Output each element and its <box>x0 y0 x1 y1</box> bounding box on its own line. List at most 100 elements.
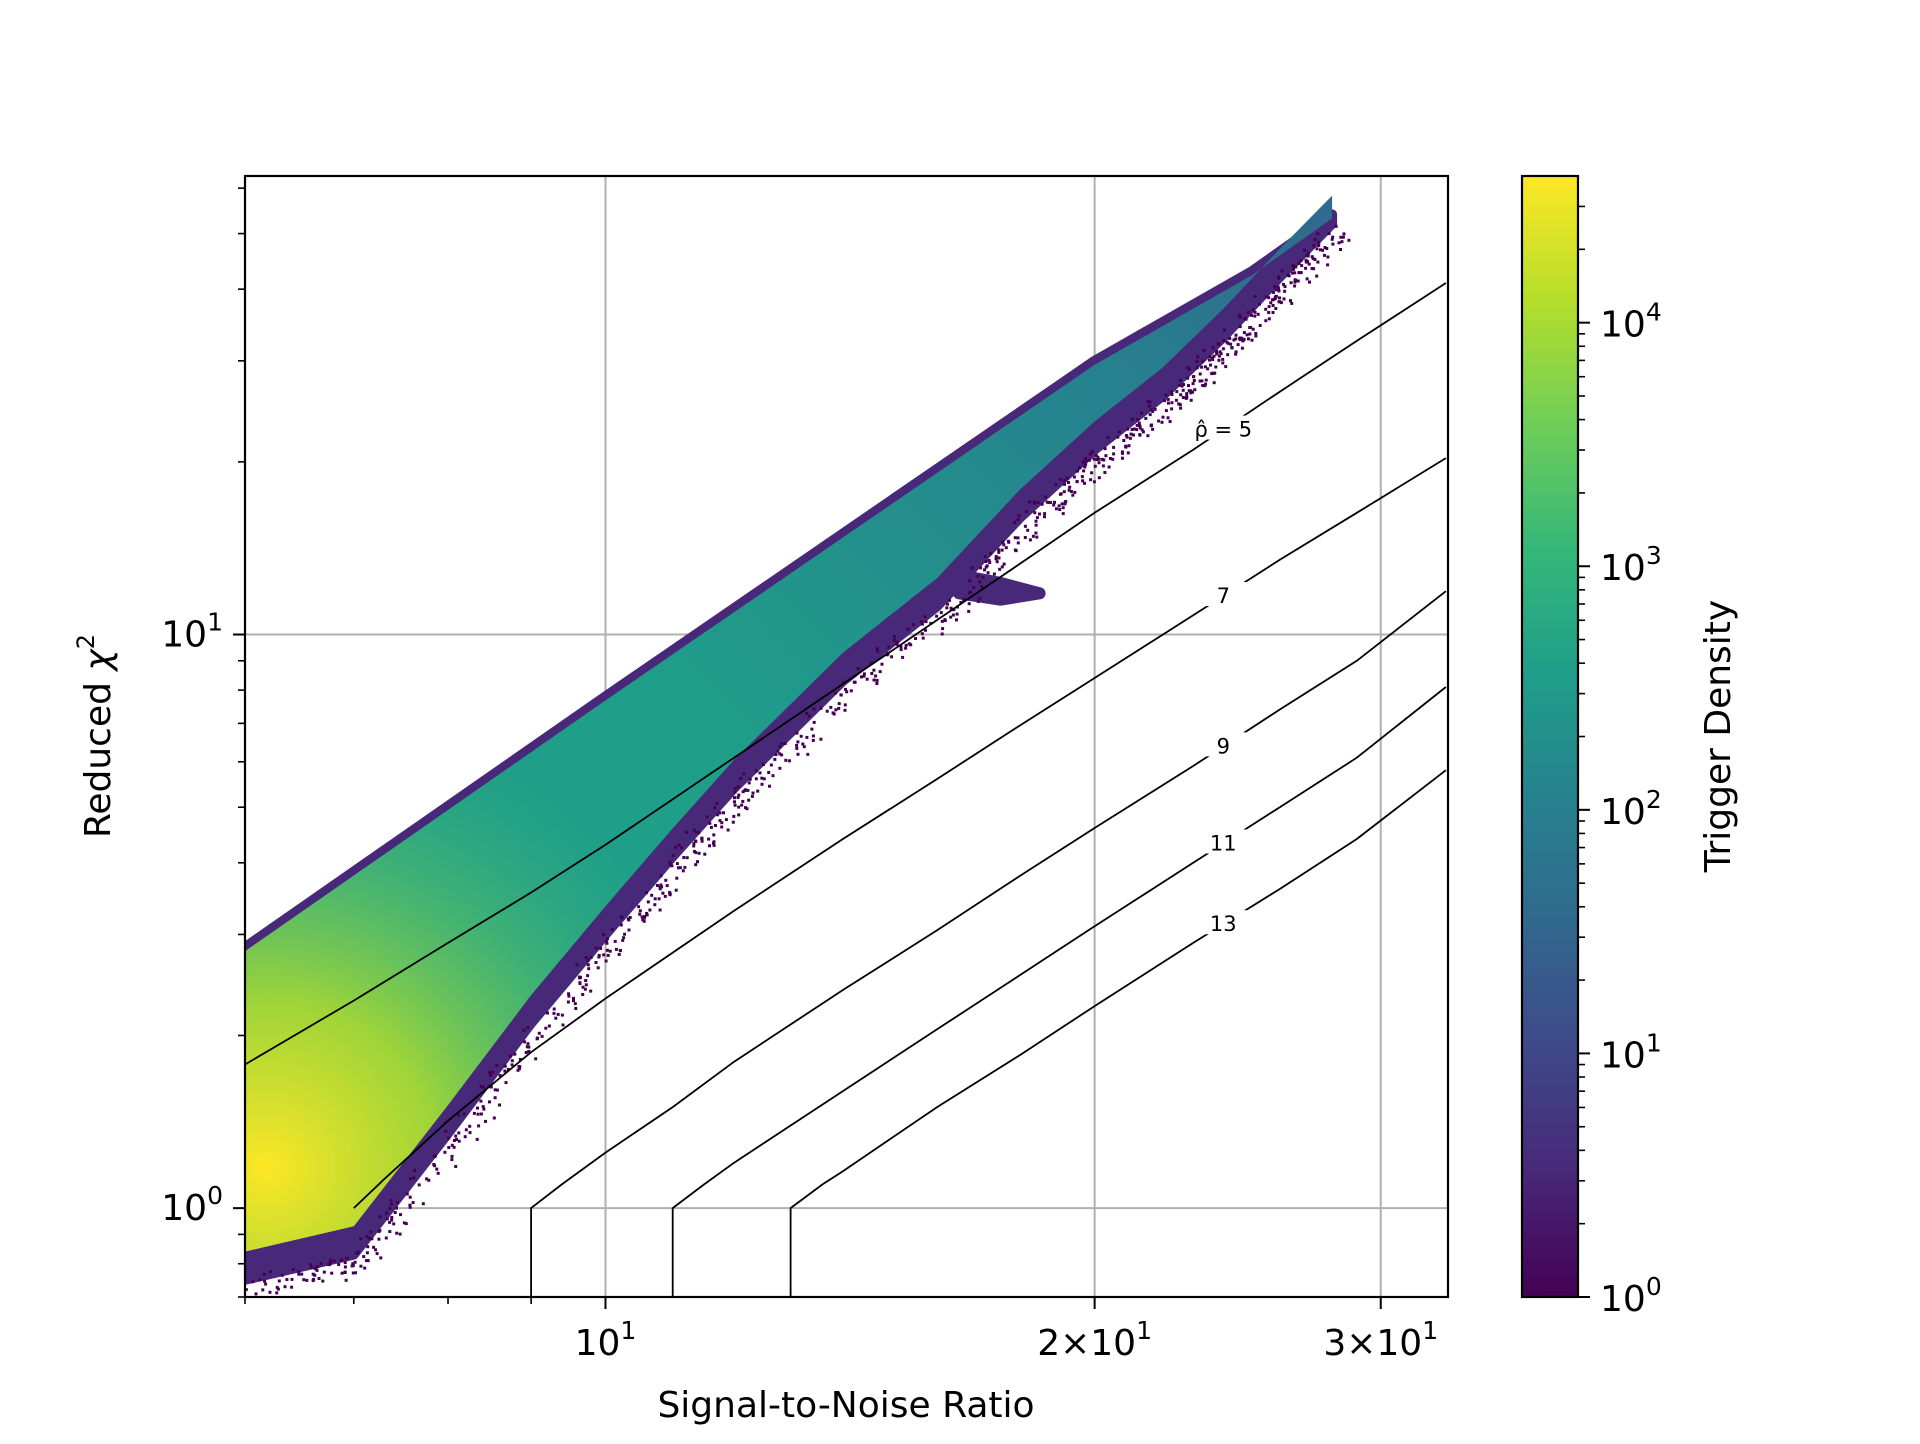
sparse-trigger-point <box>395 1231 399 1235</box>
sparse-trigger-point <box>584 979 588 982</box>
sparse-trigger-point <box>597 955 601 959</box>
sparse-trigger-point <box>581 985 585 989</box>
sparse-trigger-point <box>479 1112 483 1116</box>
sparse-trigger-point <box>561 1023 565 1027</box>
sparse-trigger-point <box>1033 500 1037 504</box>
sparse-trigger-point <box>802 745 806 749</box>
sparse-trigger-point <box>720 821 724 825</box>
sparse-trigger-point <box>668 860 672 864</box>
sparse-trigger-point <box>1097 457 1101 461</box>
sparse-trigger-point <box>1076 469 1079 473</box>
sparse-trigger-point <box>1177 402 1181 406</box>
sparse-trigger-point <box>491 1070 495 1074</box>
sparse-trigger-point <box>1126 451 1130 455</box>
sparse-trigger-point <box>1147 404 1151 408</box>
sparse-trigger-point <box>1043 512 1047 516</box>
sparse-trigger-point <box>1192 375 1196 379</box>
sparse-trigger-point <box>1217 358 1221 362</box>
sparse-trigger-point <box>733 800 736 804</box>
sparse-trigger-point <box>1226 341 1230 345</box>
sparse-trigger-point <box>1282 297 1286 301</box>
sparse-trigger-point <box>245 1288 248 1292</box>
sparse-trigger-point <box>1195 366 1199 370</box>
sparse-trigger-point <box>870 672 874 675</box>
sparse-trigger-point <box>408 1195 412 1199</box>
sparse-trigger-point <box>1174 398 1178 402</box>
sparse-trigger-point <box>1238 325 1242 329</box>
sparse-trigger-point <box>668 893 672 897</box>
sparse-trigger-point <box>1130 417 1134 421</box>
sparse-trigger-point <box>679 846 683 850</box>
sparse-trigger-point <box>506 1067 510 1071</box>
sparse-trigger-point <box>1307 262 1311 266</box>
sparse-trigger-point <box>1242 331 1246 335</box>
sparse-trigger-point <box>1017 514 1021 518</box>
colorbar-tick-label-exponent: 1 <box>1646 1028 1662 1057</box>
x-tick-label-exponent: 1 <box>1422 1316 1438 1345</box>
sparse-trigger-point <box>1200 379 1204 383</box>
sparse-trigger-point <box>1195 359 1199 363</box>
sparse-trigger-point <box>720 825 724 829</box>
sparse-trigger-point <box>774 753 778 757</box>
sparse-trigger-point <box>1201 384 1205 387</box>
sparse-trigger-point <box>264 1282 268 1286</box>
sparse-trigger-point <box>713 806 717 810</box>
sparse-trigger-point <box>586 963 590 967</box>
sparse-trigger-point <box>945 606 949 610</box>
sparse-trigger-point <box>413 1168 417 1172</box>
sparse-trigger-point <box>874 674 878 678</box>
sparse-trigger-point <box>940 632 944 636</box>
y-axis-label-exponent: 2 <box>72 634 100 649</box>
sparse-trigger-point <box>627 918 631 922</box>
sparse-trigger-point <box>1135 428 1139 432</box>
sparse-trigger-point <box>1299 271 1303 275</box>
sparse-trigger-point <box>762 777 766 781</box>
sparse-trigger-point <box>655 884 659 887</box>
sparse-trigger-point <box>703 852 707 856</box>
sparse-trigger-point <box>1135 423 1139 427</box>
sparse-trigger-point <box>479 1099 483 1103</box>
sparse-trigger-point <box>344 1278 348 1282</box>
contour-label-rho-7: 7 <box>1217 584 1230 608</box>
sparse-trigger-point <box>1136 418 1140 422</box>
sparse-trigger-point <box>1061 512 1065 516</box>
sparse-trigger-point <box>1124 434 1128 437</box>
sparse-trigger-point <box>1340 240 1344 244</box>
sparse-trigger-point <box>1274 288 1278 292</box>
sparse-trigger-point <box>385 1217 389 1221</box>
sparse-trigger-point <box>1310 267 1314 270</box>
sparse-trigger-point <box>1297 271 1301 275</box>
contour-label-rho-13: 13 <box>1210 912 1237 936</box>
sparse-trigger-point <box>388 1230 392 1233</box>
sparse-trigger-point <box>602 933 606 936</box>
sparse-trigger-point <box>536 1036 539 1040</box>
sparse-trigger-point <box>1189 398 1193 402</box>
sparse-trigger-point <box>1175 390 1179 394</box>
sparse-trigger-point <box>1293 284 1297 288</box>
colorbar-tick-label-base: 10 <box>1600 548 1646 589</box>
x-tick-label-exponent: 1 <box>1136 1316 1152 1345</box>
sparse-trigger-point <box>705 815 709 819</box>
sparse-trigger-point <box>526 1026 530 1030</box>
y-tick-label-exponent: 0 <box>207 1181 223 1210</box>
sparse-trigger-point <box>653 897 657 901</box>
sparse-trigger-point <box>1058 492 1062 496</box>
sparse-trigger-point <box>994 555 998 558</box>
sparse-trigger-point <box>1084 456 1088 460</box>
sparse-trigger-point <box>812 707 816 711</box>
contour-label-background <box>1185 829 1262 854</box>
sparse-trigger-point <box>731 820 735 824</box>
sparse-trigger-point <box>675 862 679 866</box>
sparse-trigger-point <box>604 939 608 943</box>
sparse-trigger-point <box>1193 388 1197 392</box>
sparse-trigger-point <box>566 1000 570 1004</box>
sparse-trigger-point <box>343 1270 347 1274</box>
sparse-trigger-point <box>574 1007 578 1010</box>
sparse-trigger-point <box>1148 400 1152 404</box>
sparse-trigger-point <box>1186 376 1190 380</box>
sparse-trigger-point <box>1164 393 1168 397</box>
sparse-trigger-point <box>856 667 860 671</box>
sparse-trigger-point <box>760 782 764 786</box>
sparse-trigger-point <box>332 1259 336 1263</box>
